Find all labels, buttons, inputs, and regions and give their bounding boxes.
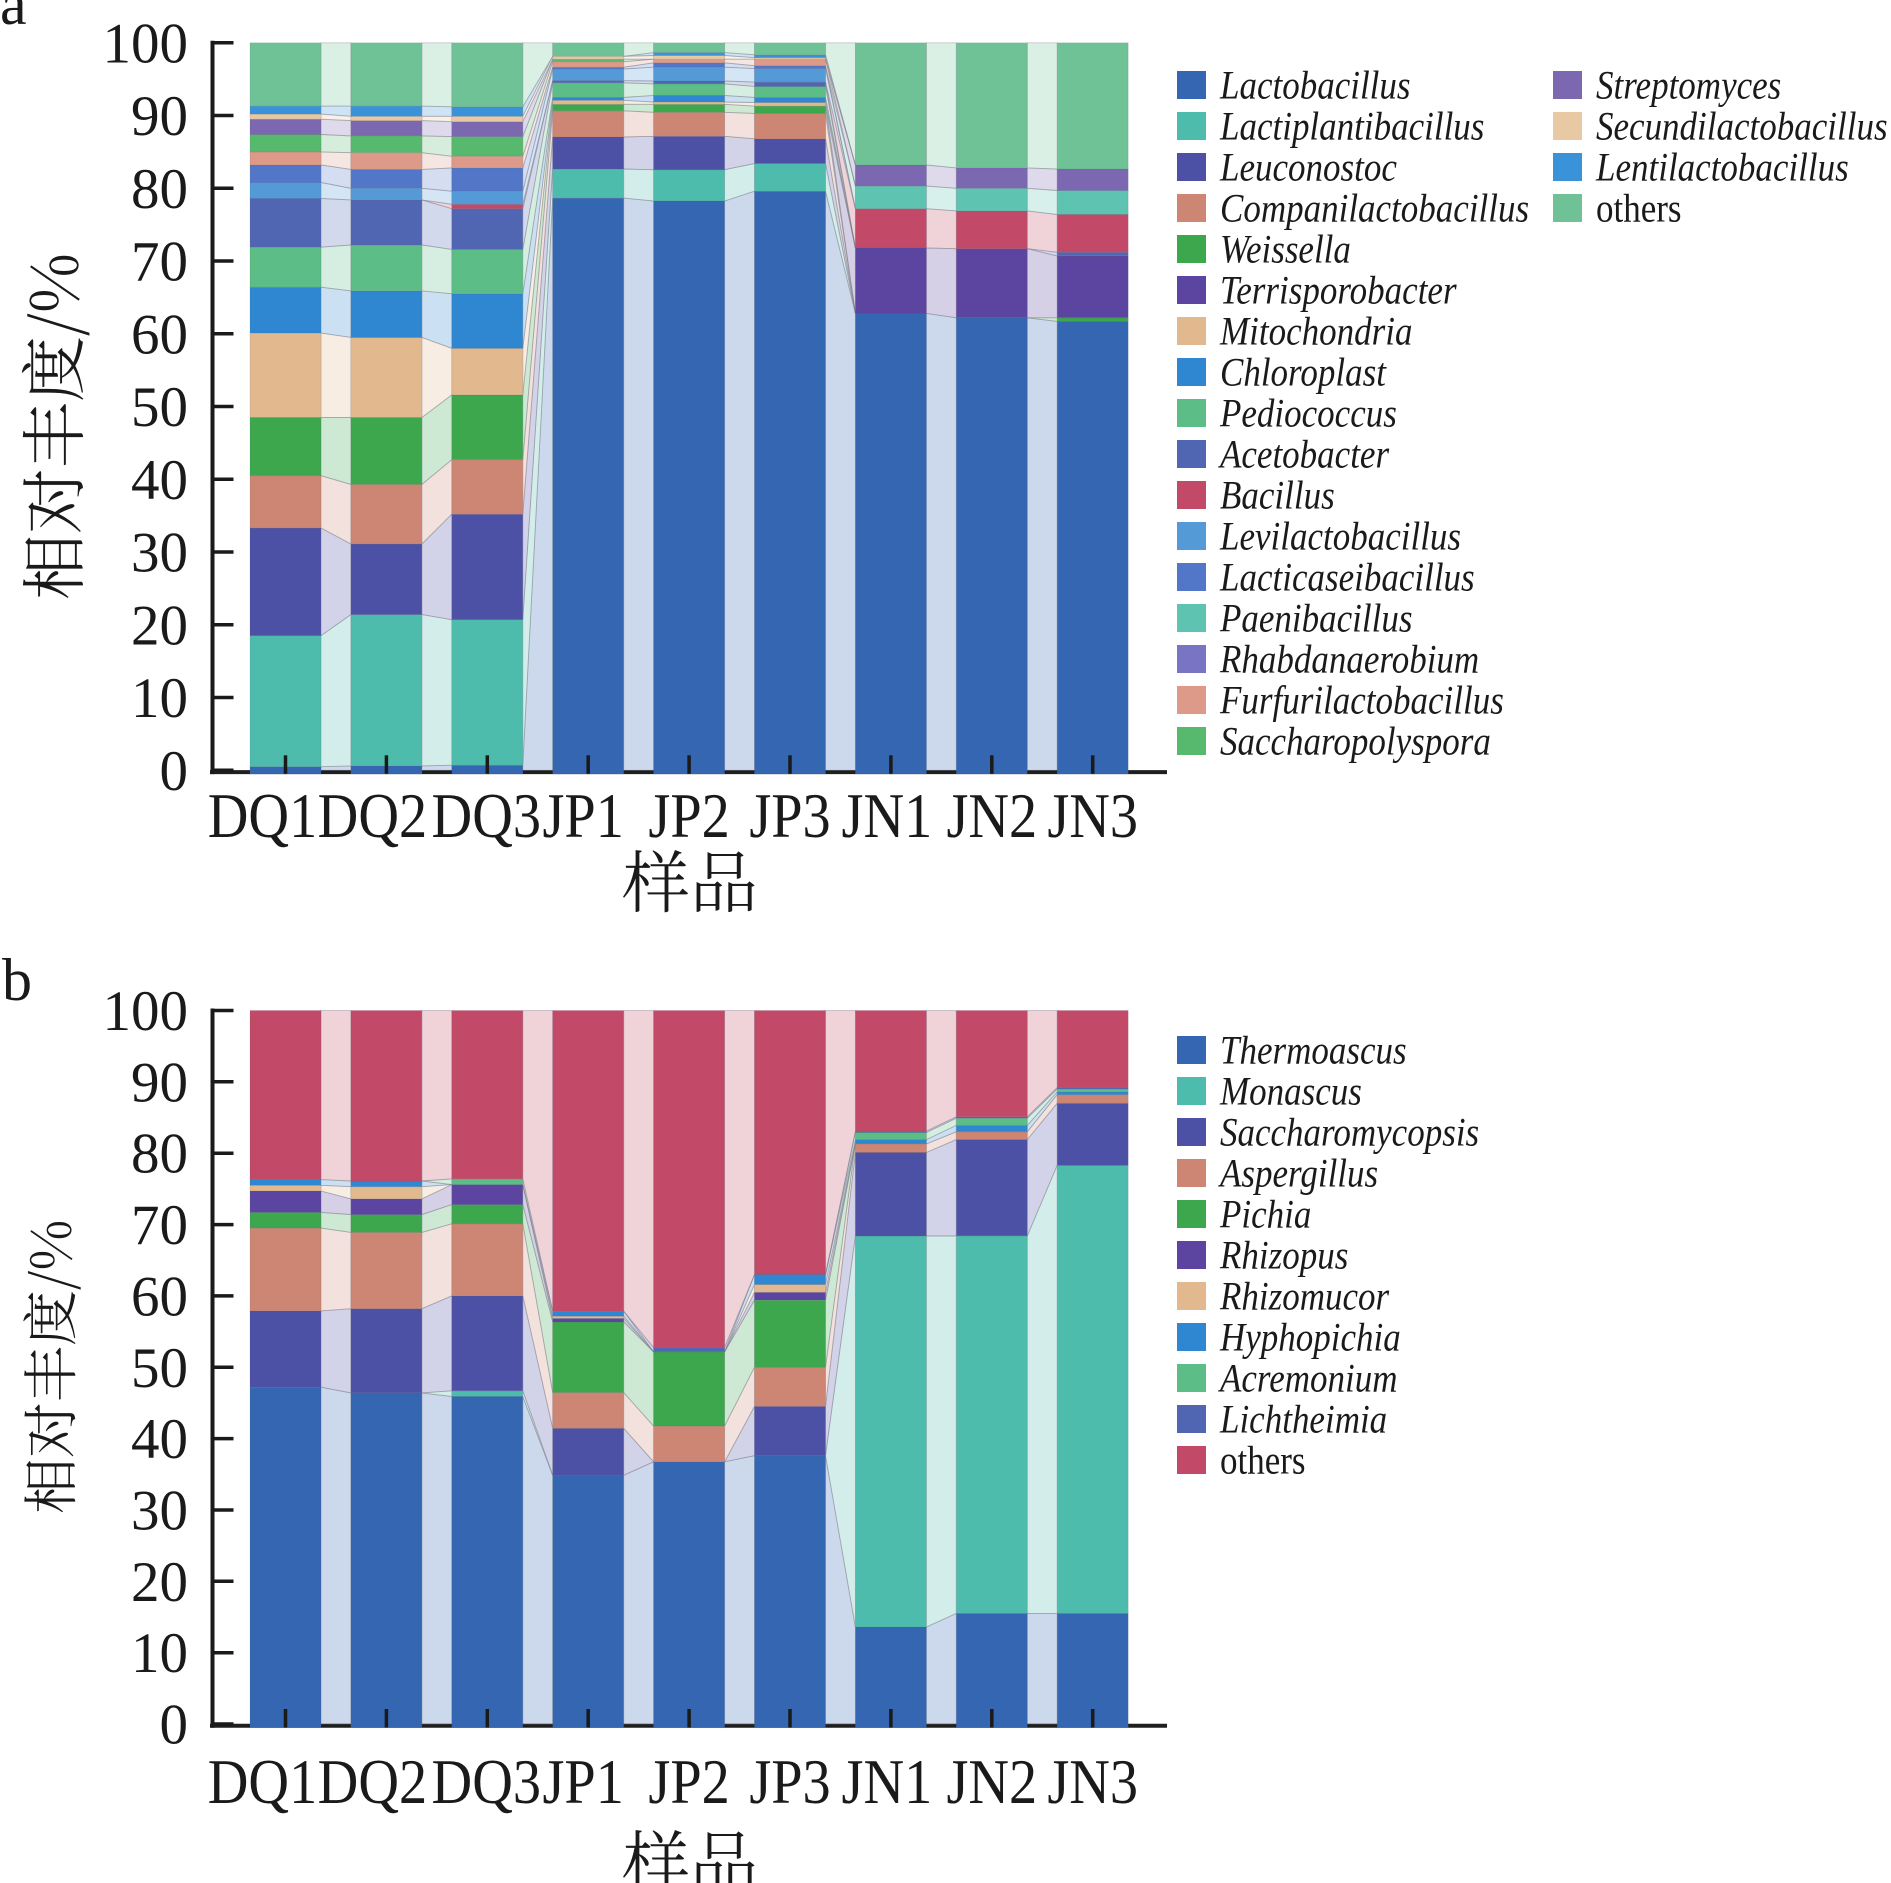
svg-text:80: 80 xyxy=(131,158,188,221)
svg-text:JN3: JN3 xyxy=(1047,781,1138,852)
svg-text:DQ3: DQ3 xyxy=(432,1747,541,1818)
svg-text:Paenibacillus: Paenibacillus xyxy=(1219,597,1412,641)
svg-text:b: b xyxy=(2,947,32,1013)
svg-text:Saccharopolyspora: Saccharopolyspora xyxy=(1220,720,1491,764)
svg-text:0: 0 xyxy=(160,1694,189,1757)
svg-text:Lactiplantibacillus: Lactiplantibacillus xyxy=(1219,105,1484,149)
svg-text:others: others xyxy=(1596,187,1682,231)
svg-text:50: 50 xyxy=(131,1337,188,1400)
svg-text:JP2: JP2 xyxy=(648,781,729,852)
svg-text:50: 50 xyxy=(131,376,188,439)
svg-text:Furfurilactobacillus: Furfurilactobacillus xyxy=(1219,679,1504,723)
svg-text:80: 80 xyxy=(131,1123,188,1186)
svg-text:JP1: JP1 xyxy=(543,1747,624,1818)
svg-text:Mitochondria: Mitochondria xyxy=(1219,310,1412,354)
svg-text:Pediococcus: Pediococcus xyxy=(1219,392,1397,436)
svg-text:Leuconostoc: Leuconostoc xyxy=(1219,146,1397,190)
svg-text:Saccharomycopsis: Saccharomycopsis xyxy=(1220,1111,1479,1155)
svg-text:40: 40 xyxy=(131,449,188,512)
svg-text:DQ3: DQ3 xyxy=(432,781,541,852)
svg-text:20: 20 xyxy=(131,594,188,657)
svg-text:JP1: JP1 xyxy=(543,781,624,852)
svg-text:40: 40 xyxy=(131,1408,188,1471)
svg-text:Bacillus: Bacillus xyxy=(1220,474,1335,518)
svg-text:JN2: JN2 xyxy=(946,1747,1037,1818)
svg-text:DQ2: DQ2 xyxy=(318,781,427,852)
svg-text:70: 70 xyxy=(131,231,188,294)
svg-text:others: others xyxy=(1220,1439,1306,1483)
svg-text:Levilactobacillus: Levilactobacillus xyxy=(1219,515,1461,559)
svg-text:Lichtheimia: Lichtheimia xyxy=(1219,1398,1387,1442)
svg-text:Monascus: Monascus xyxy=(1219,1070,1362,1114)
svg-text:Acetobacter: Acetobacter xyxy=(1217,433,1389,477)
svg-text:DQ2: DQ2 xyxy=(318,1747,427,1818)
svg-text:Terrisporobacter: Terrisporobacter xyxy=(1220,269,1457,313)
svg-text:10: 10 xyxy=(131,1622,188,1685)
svg-text:JN2: JN2 xyxy=(946,781,1037,852)
svg-text:JN1: JN1 xyxy=(842,781,933,852)
svg-text:20: 20 xyxy=(131,1551,188,1614)
svg-text:30: 30 xyxy=(131,1480,188,1543)
svg-text:Chloroplast: Chloroplast xyxy=(1220,351,1387,395)
svg-text:Aspergillus: Aspergillus xyxy=(1217,1152,1378,1196)
svg-text:Lentilactobacillus: Lentilactobacillus xyxy=(1595,146,1849,190)
svg-text:JP3: JP3 xyxy=(749,1747,830,1818)
svg-text:Lacticaseibacillus: Lacticaseibacillus xyxy=(1219,556,1475,600)
svg-text:a: a xyxy=(0,0,27,37)
svg-text:90: 90 xyxy=(131,1051,188,1114)
svg-text:100: 100 xyxy=(103,980,189,1043)
svg-text:DQ1: DQ1 xyxy=(208,781,317,852)
svg-text:60: 60 xyxy=(131,303,188,366)
svg-text:Rhabdanaerobium: Rhabdanaerobium xyxy=(1219,638,1479,682)
svg-text:10: 10 xyxy=(131,667,188,730)
svg-text:Companilactobacillus: Companilactobacillus xyxy=(1220,187,1529,231)
svg-text:Secundilactobacillus: Secundilactobacillus xyxy=(1596,105,1888,149)
svg-text:JN1: JN1 xyxy=(842,1747,933,1818)
svg-text:Lactobacillus: Lactobacillus xyxy=(1219,64,1410,108)
svg-text:JN3: JN3 xyxy=(1047,1747,1138,1818)
svg-text:Hyphopichia: Hyphopichia xyxy=(1219,1316,1401,1360)
svg-text:Pichia: Pichia xyxy=(1219,1193,1311,1237)
svg-text:30: 30 xyxy=(131,522,188,585)
svg-text:0: 0 xyxy=(160,740,189,803)
svg-text:Rhizomucor: Rhizomucor xyxy=(1219,1275,1389,1319)
svg-text:60: 60 xyxy=(131,1265,188,1328)
svg-text:DQ1: DQ1 xyxy=(208,1747,317,1818)
svg-text:Weissella: Weissella xyxy=(1220,228,1351,272)
svg-text:Rhizopus: Rhizopus xyxy=(1219,1234,1348,1278)
svg-text:Thermoascus: Thermoascus xyxy=(1220,1029,1407,1073)
svg-text:90: 90 xyxy=(131,85,188,148)
svg-text:70: 70 xyxy=(131,1194,188,1257)
svg-text:JP3: JP3 xyxy=(749,781,830,852)
svg-text:JP2: JP2 xyxy=(648,1747,729,1818)
svg-text:100: 100 xyxy=(103,12,189,75)
svg-text:Streptomyces: Streptomyces xyxy=(1596,64,1781,108)
svg-text:Acremonium: Acremonium xyxy=(1217,1357,1397,1401)
